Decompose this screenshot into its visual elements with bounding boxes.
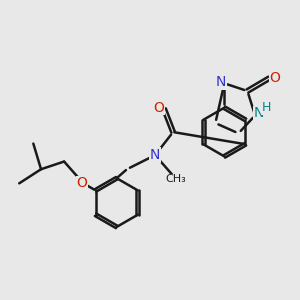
Text: O: O	[153, 101, 164, 115]
Text: N: N	[216, 75, 226, 89]
Text: O: O	[76, 176, 88, 190]
Text: O: O	[269, 71, 280, 85]
Text: N: N	[150, 148, 160, 162]
Text: CH₃: CH₃	[165, 175, 186, 184]
Text: N: N	[254, 106, 264, 120]
Text: H: H	[262, 101, 272, 114]
